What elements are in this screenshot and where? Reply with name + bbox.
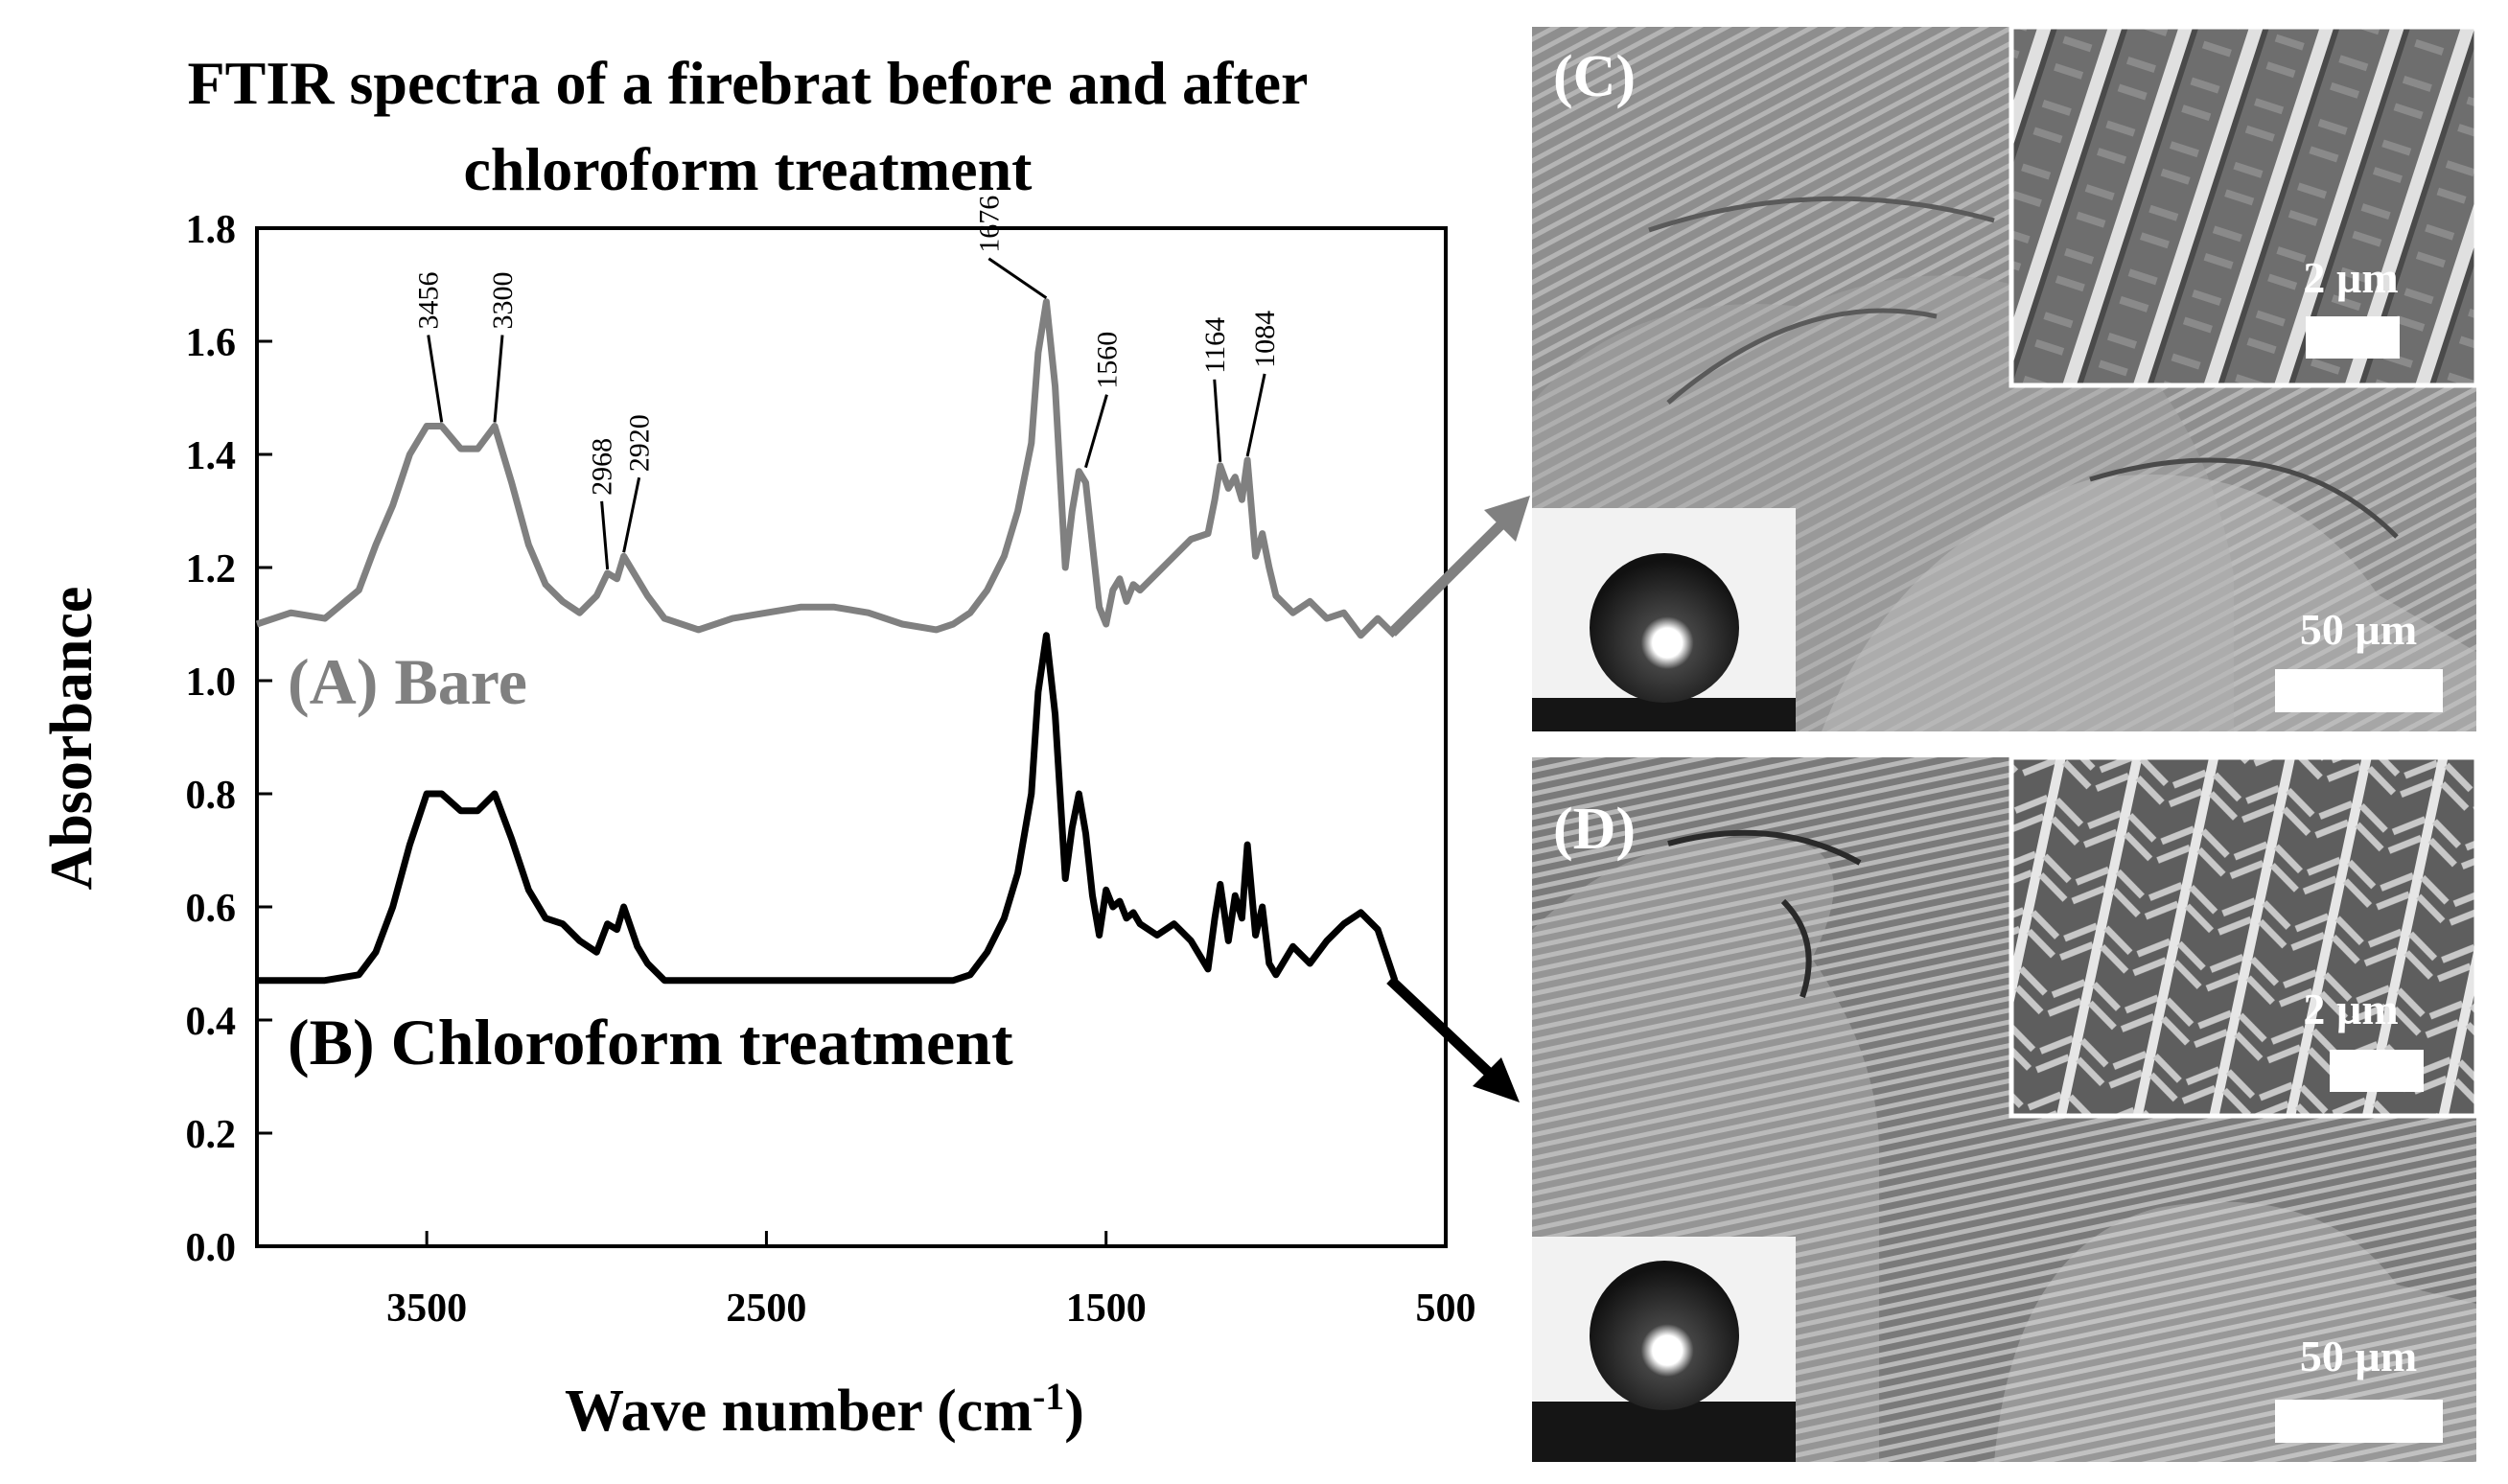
peak-label: 1084 — [1249, 311, 1281, 368]
panel-d-inset-scale-label: 2 µm — [2303, 985, 2398, 1033]
y-axis-title: Absorbance — [39, 587, 104, 891]
x-axis-title-main: Wave number (cm — [565, 1379, 1033, 1444]
arrow-to-panel-d — [1386, 975, 1520, 1102]
x-tick-label: 2500 — [726, 1287, 806, 1331]
peak-leader-line — [427, 335, 444, 423]
peak-leader-line — [1084, 394, 1108, 469]
panel-c-main-scale-bar — [2275, 669, 2443, 712]
panel-d-label: (D) — [1553, 797, 1636, 862]
peak-leader-line — [1213, 379, 1222, 462]
peak-label: 1676 — [973, 196, 1005, 253]
x-axis-ticks: 3500 2500 1500 500 — [386, 1231, 1476, 1331]
y-tick-label: 0.0 — [186, 1226, 237, 1270]
y-tick-label: 1.2 — [186, 547, 237, 591]
panel-d-main-scale-label: 50 µm — [2300, 1332, 2417, 1380]
y-tick-label: 0.2 — [186, 1113, 237, 1157]
x-axis-title-close: ) — [1064, 1379, 1084, 1444]
panel-d-inset-scale-bar — [2330, 1050, 2424, 1092]
peak-label: 3456 — [413, 271, 445, 329]
series-label-bare: (A) Bare — [288, 645, 527, 718]
panel-c: (C) 2 µm 50 µm — [1532, 24, 2479, 731]
panel-d: (D) 2 µm 50 µm — [1532, 754, 2479, 1462]
y-tick-label: 1.4 — [186, 434, 237, 478]
peak-leader-line — [1245, 373, 1266, 457]
series-layer — [255, 298, 1399, 985]
series-label-treated: (B) Chloroform treatment — [288, 1006, 1013, 1078]
y-tick-label: 1.6 — [186, 321, 237, 365]
x-tick-label: 1500 — [1066, 1287, 1147, 1331]
panel-c-main-scale-label: 50 µm — [2300, 605, 2417, 654]
peak-annotations: 3456 3300 2968 2920 1676 1560 1164 1084 — [413, 196, 1281, 570]
x-tick-label: 3500 — [386, 1287, 467, 1331]
y-tick-label: 0.6 — [186, 887, 237, 931]
panel-c-inset-scale-bar — [2306, 316, 2400, 359]
y-tick-label: 0.4 — [186, 1000, 237, 1044]
y-axis-ticks: 0.0 0.2 0.4 0.6 0.8 1.0 1.2 1.4 1.6 1.8 — [186, 208, 272, 1270]
y-tick-label: 1.8 — [186, 208, 237, 252]
x-axis-title: Wave number (cm-1) — [565, 1375, 1084, 1444]
peak-leader-line — [600, 500, 610, 570]
panel-c-inset-scale-label: 2 µm — [2303, 253, 2398, 302]
plot-frame — [255, 226, 1448, 1248]
panel-c-inset-sem — [2009, 24, 2479, 388]
panel-c-label: (C) — [1553, 44, 1636, 109]
peak-leader-line — [622, 476, 641, 553]
panel-d-droplet-icon — [1590, 1261, 1739, 1410]
panel-c-droplet-icon — [1590, 553, 1739, 703]
peak-label: 3300 — [487, 272, 519, 330]
y-tick-label: 1.0 — [186, 661, 237, 705]
peak-leader-line — [493, 335, 504, 423]
series-line-bare — [255, 298, 1398, 639]
y-tick-label: 0.8 — [186, 774, 237, 818]
peak-label: 2920 — [624, 414, 656, 472]
peak-label: 1164 — [1199, 317, 1231, 374]
series-line-chloroform — [257, 632, 1399, 985]
chart-title-line-2: chloroform treatment — [464, 135, 1033, 203]
chart-title-line-1: FTIR spectra of a firebrat before and af… — [188, 49, 1309, 117]
x-tick-label: 500 — [1416, 1287, 1476, 1331]
x-axis-title-superscript: -1 — [1033, 1375, 1064, 1418]
arrow-to-panel-c — [1388, 496, 1530, 637]
peak-label: 1560 — [1091, 332, 1123, 389]
peak-label: 2968 — [587, 438, 618, 496]
peak-leader-line — [987, 257, 1048, 299]
panel-d-main-scale-bar — [2275, 1400, 2443, 1443]
